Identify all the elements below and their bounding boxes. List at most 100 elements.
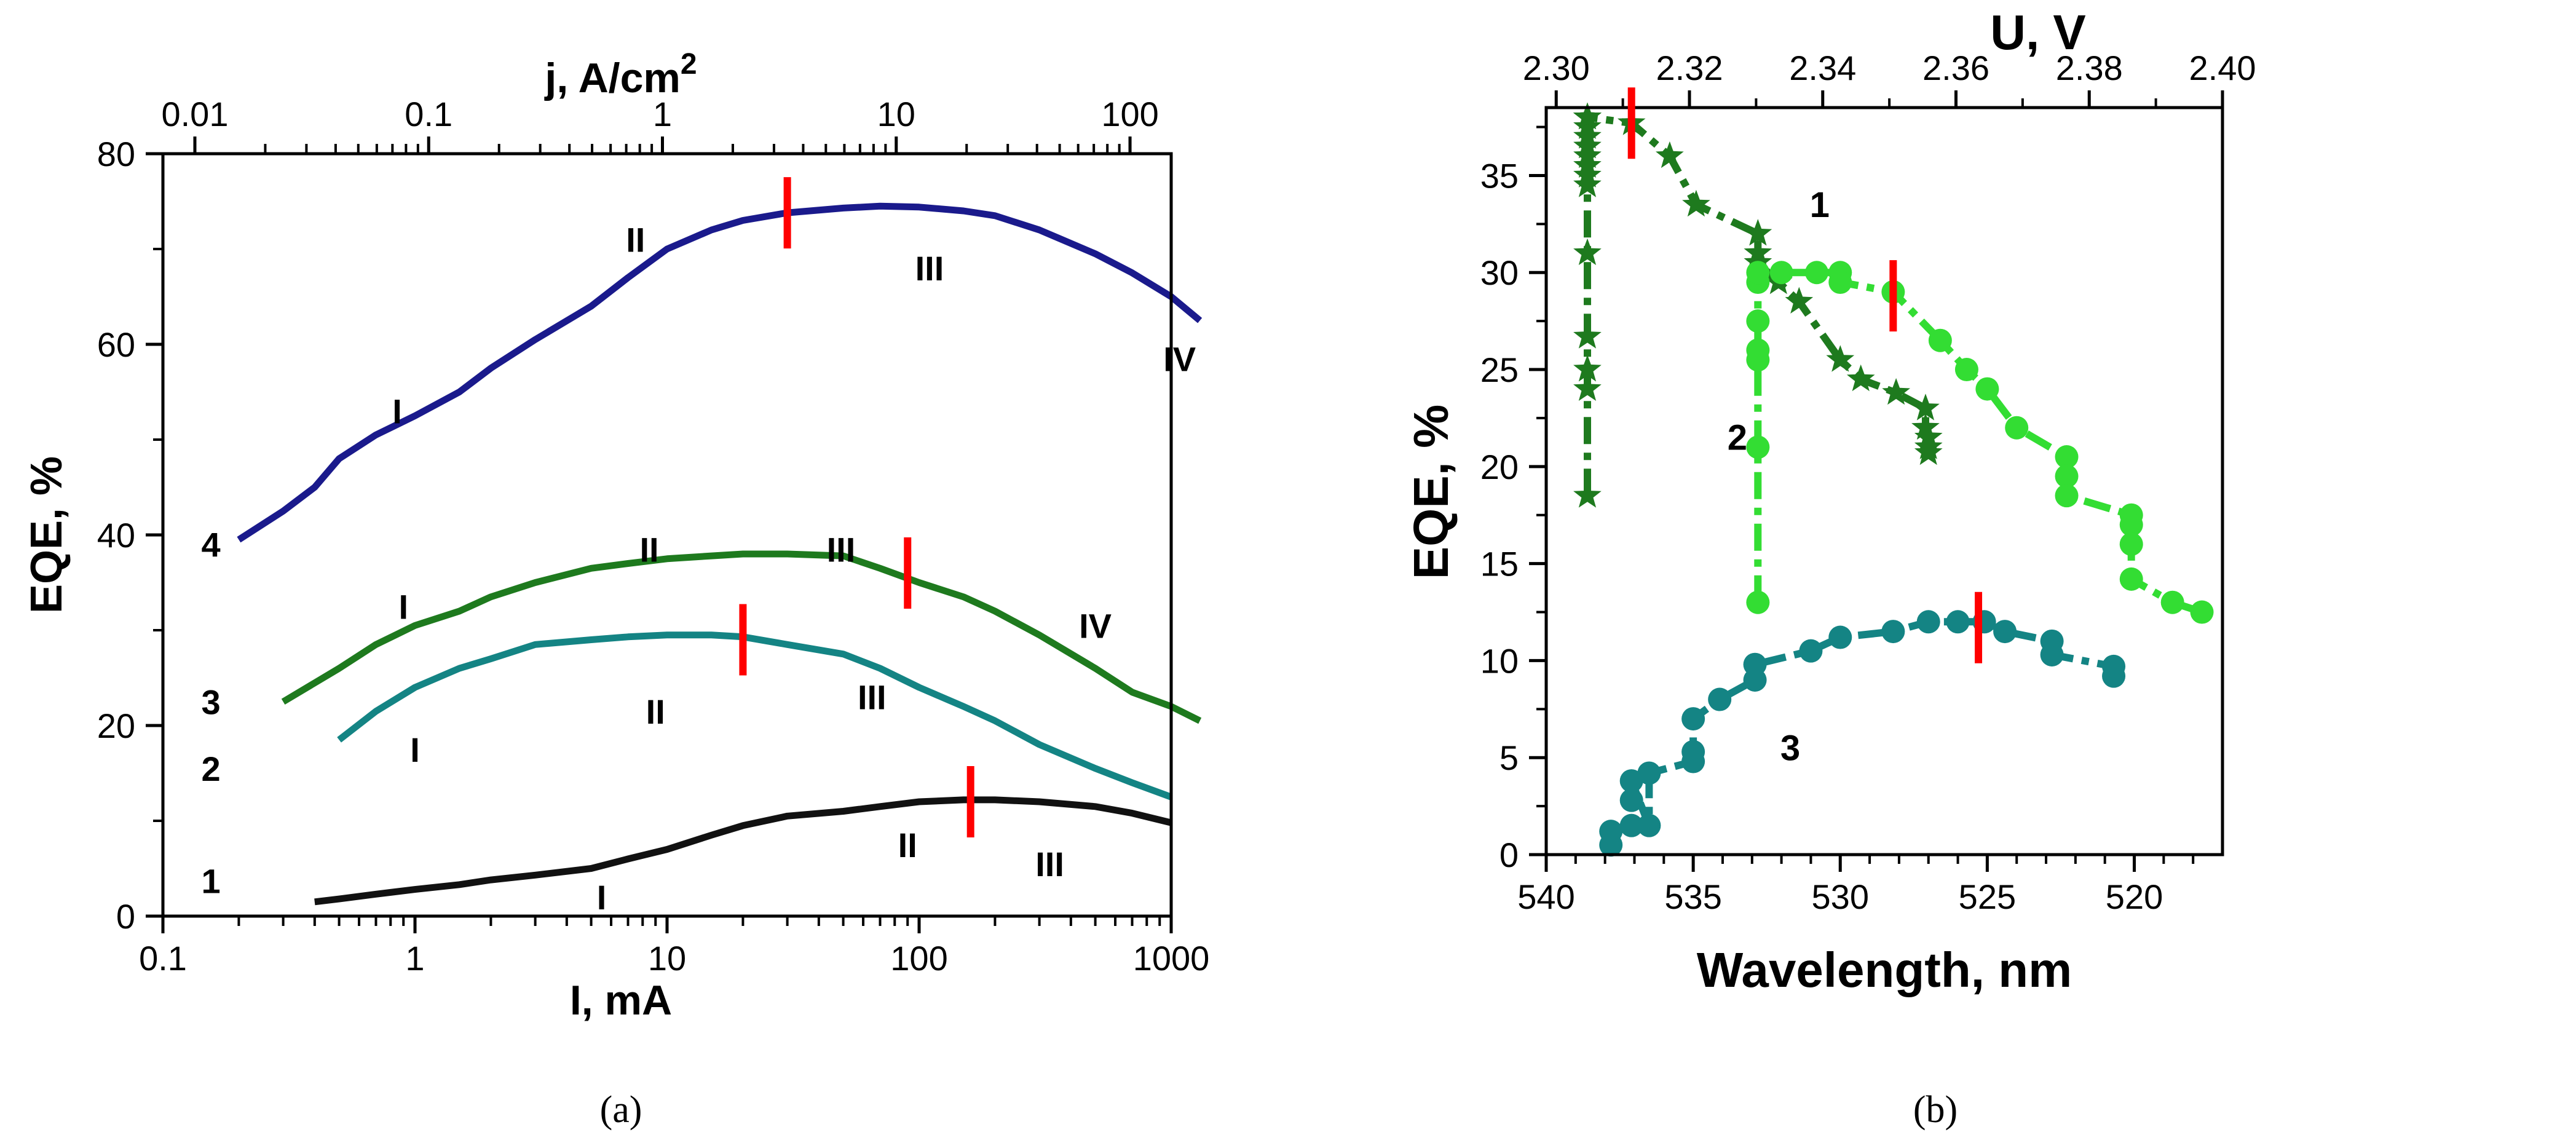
panel-b-point-1	[1826, 345, 1855, 372]
panel-b-point-2	[2119, 513, 2143, 537]
panel-b-point-3	[2102, 664, 2126, 688]
panel-b-labels: 1 2 3	[1728, 185, 1830, 769]
panel-a-curve-1	[314, 796, 1172, 906]
panel-b-point-1	[1785, 287, 1814, 314]
panel-b-point-3	[2040, 643, 2064, 666]
panel-b-point-1	[1656, 141, 1684, 168]
panel-b-point-3	[1799, 639, 1823, 663]
panel-b-point-1	[1573, 238, 1602, 266]
panel-b-y-tick-label: 20	[1480, 448, 1519, 486]
panel-a-region-label: II	[626, 221, 645, 259]
panel-a: 0.1 1 10 100 1000 0 20 40 60 80 0.01 0.1 1 10 100 4 3 2 1…	[22, 48, 1209, 1131]
panel-b: 540 535 530 525 520 0 5 10 15 20 25 30 35 2.30 2.32 2.3…	[1404, 5, 2256, 1131]
panel-b-point-2	[2119, 567, 2143, 591]
panel-a-region-label: I	[398, 587, 408, 626]
panel-b-point-1	[1573, 112, 1602, 139]
panel-b-point-1	[1573, 322, 1602, 349]
panel-a-x-axis-label: I, mA	[570, 977, 672, 1024]
panel-b-y-tick-label: 5	[1499, 738, 1519, 777]
panel-a-top-tick-label: 0.1	[405, 95, 452, 133]
panel-b-point-3	[1881, 620, 1905, 644]
panel-a-curve-label-2: 2	[201, 749, 220, 788]
panel-a-markers	[739, 177, 974, 837]
panel-b-point-1	[1914, 438, 1943, 465]
panel-a-y-axis-label: EQE, %	[22, 456, 71, 614]
panel-a-top-axis-label: j, A/cm2	[543, 48, 697, 101]
panel-b-point-2	[1975, 377, 1999, 401]
panel-b-point-1	[1573, 160, 1602, 188]
panel-b-y-tick-label: 25	[1480, 350, 1519, 389]
panel-a-top-tick-label: 1	[653, 95, 672, 133]
panel-a-x-tick-label: 10	[648, 939, 686, 978]
panel-b-x-tick-label: 535	[1664, 877, 1721, 916]
panel-b-point-2	[2005, 416, 2029, 440]
panel-a-x-tick-label: 1	[405, 939, 424, 978]
panel-b-point-1	[1882, 378, 1910, 405]
panel-b-point-1	[1573, 355, 1602, 382]
panel-b-point-3	[1619, 813, 1643, 837]
panel-b-point-3	[1916, 610, 1940, 634]
panel-b-subfigure-label: (b)	[1913, 1089, 1958, 1131]
panel-b-point-2	[1746, 261, 1770, 285]
panel-a-region-label: II	[639, 530, 658, 569]
panel-b-point-3	[1619, 788, 1643, 812]
panel-b-point-2	[2160, 590, 2184, 614]
panel-b-x-tick-label: 530	[1812, 877, 1869, 916]
panel-b-point-1	[1573, 481, 1602, 508]
panel-a-region-label: II	[646, 692, 665, 731]
panel-b-point-2	[1954, 358, 1978, 382]
panel-b-markers	[1627, 87, 1983, 663]
panel-b-point-2	[2055, 484, 2079, 508]
panel-b-point-2	[2119, 532, 2143, 556]
panel-b-top-axis-label: U, V	[1990, 5, 2086, 60]
panel-b-point-2	[1828, 271, 1852, 295]
panel-a-region-label: I	[410, 730, 420, 769]
panel-a-curve-label-1: 1	[201, 862, 220, 901]
panel-b-point-1	[1573, 170, 1602, 197]
panel-b-point-3	[1619, 769, 1643, 793]
panel-b-top-tick-label: 2.38	[2056, 49, 2123, 87]
panel-b-curve-label-1: 1	[1810, 185, 1830, 225]
panel-b-y-tick-label: 10	[1480, 641, 1519, 680]
panel-a-y-tick-label: 40	[97, 516, 135, 555]
panel-a-x-tick-label: 0.1	[139, 939, 187, 978]
panel-b-point-2	[1746, 309, 1770, 333]
panel-b-point-3	[1681, 707, 1705, 731]
panel-b-top-tick-label: 2.40	[2189, 49, 2256, 87]
panel-b-top-tick-label: 2.36	[1922, 49, 1989, 87]
panel-a-subfigure-label: (a)	[600, 1089, 642, 1131]
panel-a-region-label: III	[827, 530, 856, 569]
panel-a-curve-4	[237, 202, 1203, 543]
panel-b-y-tick-label: 0	[1499, 836, 1519, 874]
panel-b-top-tick-label: 2.32	[1656, 49, 1723, 87]
panel-b-point-2	[1746, 590, 1770, 614]
panel-a-region-label: I	[597, 878, 607, 917]
panel-a-top-tick-label: 100	[1101, 95, 1158, 133]
panel-b-point-1	[1573, 151, 1602, 178]
panel-a-y-tick-label: 0	[116, 897, 135, 936]
panel-a-region-label: II	[898, 826, 917, 864]
panel-b-top-tick-label: 2.34	[1789, 49, 1856, 87]
panel-a-region-label: IV	[1079, 606, 1112, 645]
panel-a-top-tick-label: 10	[877, 95, 915, 133]
panel-b-curve-label-3: 3	[1780, 728, 1800, 768]
panel-b-point-1	[1573, 102, 1602, 130]
panel-b-x-axis-label: Wavelength, nm	[1697, 943, 2072, 997]
panel-a-curve-3	[281, 550, 1202, 724]
panel-b-point-2	[2055, 445, 2079, 469]
panel-b-point-1	[1573, 141, 1602, 168]
panel-a-y-tick-label: 20	[97, 706, 135, 745]
panel-b-point-1	[1682, 189, 1710, 217]
panel-b-point-1	[1573, 122, 1602, 149]
panel-a-region-label: I	[392, 392, 402, 431]
panel-b-point-1	[1573, 374, 1602, 401]
panel-b-series-layer	[1573, 102, 2214, 857]
panel-b-point-1	[1573, 132, 1602, 159]
panel-a-region-label: III	[1035, 845, 1064, 884]
panel-b-point-3	[1946, 610, 1970, 634]
panel-b-x-tick-label: 540	[1517, 877, 1574, 916]
panel-b-y-tick-label: 30	[1480, 253, 1519, 292]
